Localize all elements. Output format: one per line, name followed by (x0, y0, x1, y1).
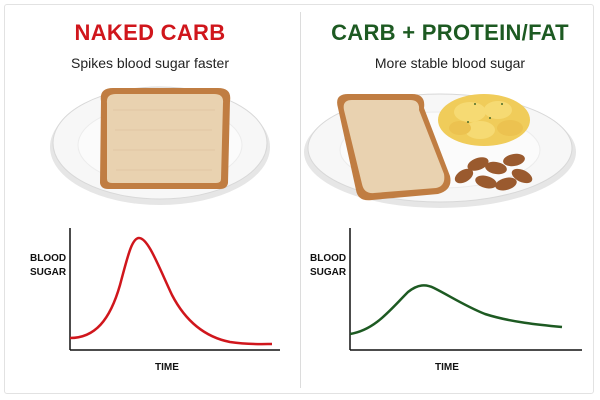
ylabel-line2: SUGAR (310, 267, 347, 278)
ylabel-line2: SUGAR (30, 267, 67, 278)
toast-icon (337, 94, 451, 201)
card-frame (4, 4, 594, 394)
carb-protein-fat-panel: CARB + PROTEIN/FAT More stable blood sug… (300, 0, 600, 400)
carb-protein-fat-ylabel: BLOOD SUGAR (310, 252, 346, 280)
naked-carb-chart (69, 228, 280, 351)
naked-carb-title: NAKED CARB (74, 20, 226, 45)
ylabel-line1: BLOOD (30, 253, 67, 264)
blood-sugar-spike-curve (69, 236, 273, 346)
carb-protein-fat-xlabel: TIME (435, 362, 459, 373)
toast-on-plate-illustration (50, 86, 270, 205)
toast-icon (100, 88, 231, 189)
blood-sugar-stable-curve (349, 284, 563, 336)
naked-carb-panel: NAKED CARB Spikes blood sugar faster BLO… (30, 20, 280, 373)
naked-carb-subtitle: Spikes blood sugar faster (71, 55, 229, 71)
carb-protein-fat-chart (349, 228, 582, 351)
ylabel-line1: BLOOD (310, 253, 347, 264)
almonds-icon (454, 153, 533, 191)
naked-carb-ylabel: BLOOD SUGAR (30, 252, 66, 280)
panel-divider (300, 12, 301, 388)
toast-eggs-almonds-illustration (304, 93, 576, 208)
naked-carb-xlabel: TIME (155, 362, 179, 373)
scrambled-eggs-icon (438, 94, 530, 146)
carb-protein-fat-subtitle: More stable blood sugar (374, 55, 526, 71)
carb-protein-fat-title: CARB + PROTEIN/FAT (331, 20, 569, 45)
